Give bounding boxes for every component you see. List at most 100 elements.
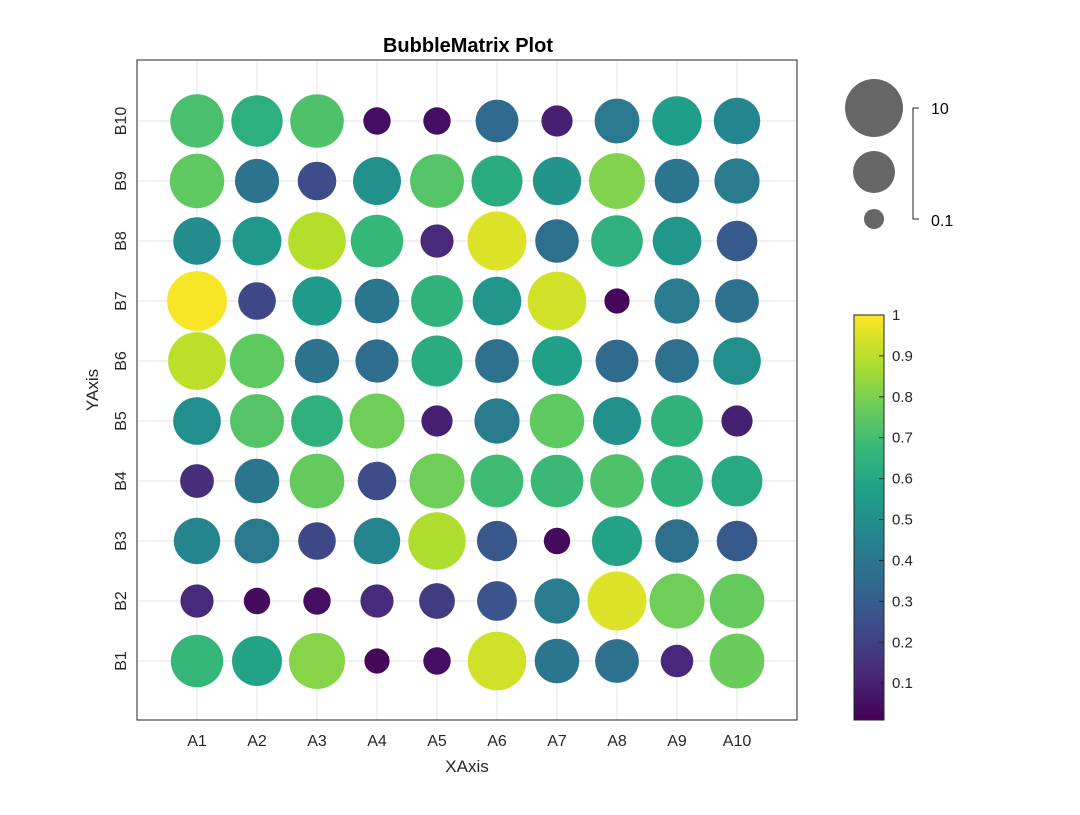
bubble-A1-B9 <box>169 153 225 209</box>
size-legend-bubble-large <box>845 79 903 137</box>
bubble-A9-B8 <box>652 216 702 266</box>
colorbar-tick-label: 0.7 <box>892 430 913 447</box>
bubble-A5-B7 <box>411 275 463 327</box>
bubble-A4-B5 <box>349 393 405 449</box>
y-tick-label: B9 <box>113 171 130 191</box>
colorbar-tick-label: 0.9 <box>892 348 913 365</box>
bubble-A5-B6 <box>411 335 463 387</box>
x-tick-label: A3 <box>307 733 327 750</box>
size-legend-bubble-small <box>864 209 884 229</box>
bubble-A3-B10 <box>290 94 344 148</box>
size-legend-label-max: 10 <box>931 101 949 118</box>
y-tick-label: B2 <box>113 591 130 611</box>
x-tick-label: A1 <box>187 733 207 750</box>
bubble-A9-B3 <box>655 519 699 563</box>
bubble-A9-B10 <box>652 96 702 146</box>
bubble-A2-B10 <box>231 95 283 147</box>
bubble-A4-B7 <box>354 278 400 324</box>
bubble-A7-B3 <box>543 527 571 555</box>
bubble-A7-B5 <box>529 393 585 449</box>
bubble-A3-B6 <box>294 338 340 384</box>
bubble-A10-B3 <box>716 520 758 562</box>
bubble-A1-B4 <box>180 464 214 498</box>
bubble-A4-B10 <box>363 107 391 135</box>
bubble-A5-B4 <box>409 453 465 509</box>
bubbles <box>167 94 765 691</box>
bubble-A5-B1 <box>423 647 451 675</box>
bubble-A10-B9 <box>714 158 760 204</box>
bubble-A3-B7 <box>292 276 342 326</box>
bubble-A6-B2 <box>477 581 517 621</box>
bubble-A2-B6 <box>229 333 285 389</box>
bubble-A1-B8 <box>173 217 221 265</box>
bubble-A4-B2 <box>360 584 394 618</box>
bubble-A3-B3 <box>298 522 336 560</box>
colorbar-tick-label: 0.1 <box>892 675 913 692</box>
bubble-A3-B5 <box>291 395 343 447</box>
x-tick-label: A4 <box>367 733 387 750</box>
colorbar-tick-label: 0.2 <box>892 634 913 651</box>
bubble-A8-B4 <box>590 454 644 508</box>
bubble-A5-B9 <box>410 154 464 208</box>
bubble-A9-B9 <box>654 158 700 204</box>
bubble-A9-B5 <box>651 395 703 447</box>
y-tick-label: B1 <box>113 651 130 671</box>
bubble-A4-B3 <box>353 517 401 565</box>
y-tick-label: B5 <box>113 411 130 431</box>
bubble-A9-B2 <box>649 573 705 629</box>
colorbar-tick-label: 1 <box>892 307 900 324</box>
bubble-A2-B9 <box>234 158 280 204</box>
bubble-A2-B7 <box>238 282 276 320</box>
bubble-A3-B8 <box>288 212 346 270</box>
size-legend: 10 0.1 <box>845 79 953 230</box>
chart-title: BubbleMatrix Plot <box>383 35 553 57</box>
colorbar: 0.1 0.2 0.3 0.4 0.5 0.6 0.7 0.8 0.9 1 <box>853 307 913 721</box>
bubble-A10-B6 <box>713 337 761 385</box>
bubble-A3-B9 <box>297 161 337 201</box>
bubble-A6-B3 <box>476 520 518 562</box>
bubble-A7-B2 <box>534 578 580 624</box>
bubble-A2-B8 <box>232 216 282 266</box>
bubble-A4-B8 <box>350 214 404 268</box>
bubble-A6-B8 <box>467 211 527 271</box>
bubble-A9-B1 <box>660 644 694 678</box>
bubble-A3-B1 <box>289 633 345 689</box>
y-tick-label: B3 <box>113 531 130 551</box>
y-tick-label: B4 <box>113 471 130 491</box>
bubble-A8-B5 <box>593 397 641 445</box>
bubble-A1-B3 <box>173 517 221 565</box>
x-tick-label: A8 <box>607 733 627 750</box>
x-tick-label: A2 <box>247 733 267 750</box>
bubble-A1-B5 <box>173 397 221 445</box>
bubble-A2-B4 <box>234 458 280 504</box>
bubble-A1-B7 <box>167 271 227 331</box>
bubble-A8-B9 <box>589 153 645 209</box>
colorbar-gradient <box>853 314 885 721</box>
colorbar-tick-label: 0.3 <box>892 593 913 610</box>
bubble-A6-B4 <box>470 454 524 508</box>
bubble-A5-B2 <box>419 583 455 619</box>
x-tick-label: A6 <box>487 733 507 750</box>
bubble-A3-B2 <box>303 587 331 615</box>
bubble-A1-B6 <box>168 332 226 390</box>
bubble-A1-B2 <box>180 584 214 618</box>
bubble-A7-B6 <box>532 336 582 386</box>
bubble-A1-B1 <box>170 634 224 688</box>
bubble-A10-B2 <box>709 573 765 629</box>
colorbar-tick-label: 0.8 <box>892 389 913 406</box>
bubble-A2-B2 <box>243 587 271 615</box>
bubble-A6-B9 <box>471 155 523 207</box>
colorbar-tick-label: 0.5 <box>892 512 913 529</box>
bubble-A2-B3 <box>234 518 280 564</box>
bubble-A6-B10 <box>475 99 519 143</box>
y-tick-label: B7 <box>113 291 130 311</box>
bubble-A10-B1 <box>709 633 765 689</box>
bubble-A9-B7 <box>654 278 700 324</box>
y-tick-label: B6 <box>113 351 130 371</box>
y-tick-labels: B1 B2 B3 B4 B5 B6 B7 B8 B9 B10 <box>113 107 130 671</box>
bubble-A8-B8 <box>591 215 643 267</box>
bubble-A7-B7 <box>527 271 587 331</box>
bubble-A6-B1 <box>467 631 527 691</box>
